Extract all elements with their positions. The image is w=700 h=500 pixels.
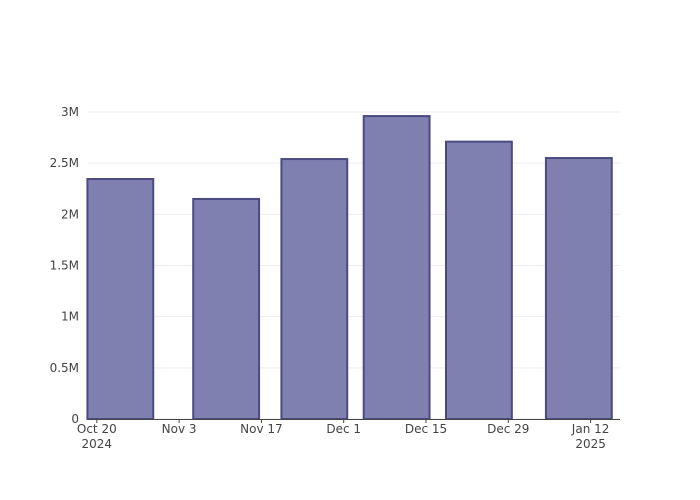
y-tick-label: 2M: [61, 207, 79, 221]
y-tick-label: 1M: [61, 310, 79, 324]
x-tick-label: Dec 29: [487, 422, 529, 436]
bar: [86, 178, 155, 420]
x-tick-label: Jan 12 2025: [571, 422, 610, 451]
y-tick-label: 0.5M: [50, 361, 79, 375]
bar: [280, 158, 349, 420]
bar: [544, 157, 613, 420]
y-tick-label: 3M: [61, 105, 79, 119]
bar: [362, 115, 431, 421]
y-tick-label: 2.5M: [50, 156, 79, 170]
x-tick-label: Dec 15: [405, 422, 447, 436]
bar: [192, 197, 261, 420]
bar: [444, 140, 513, 420]
y-tick-label: 1.5M: [50, 258, 79, 272]
y-tick-label: 0: [71, 412, 79, 426]
x-tick-label: Oct 20 2024: [77, 422, 117, 451]
x-tick-label: Nov 3: [162, 422, 197, 436]
x-tick-label: Dec 1: [326, 422, 361, 436]
x-tick-label: Nov 17: [240, 422, 283, 436]
